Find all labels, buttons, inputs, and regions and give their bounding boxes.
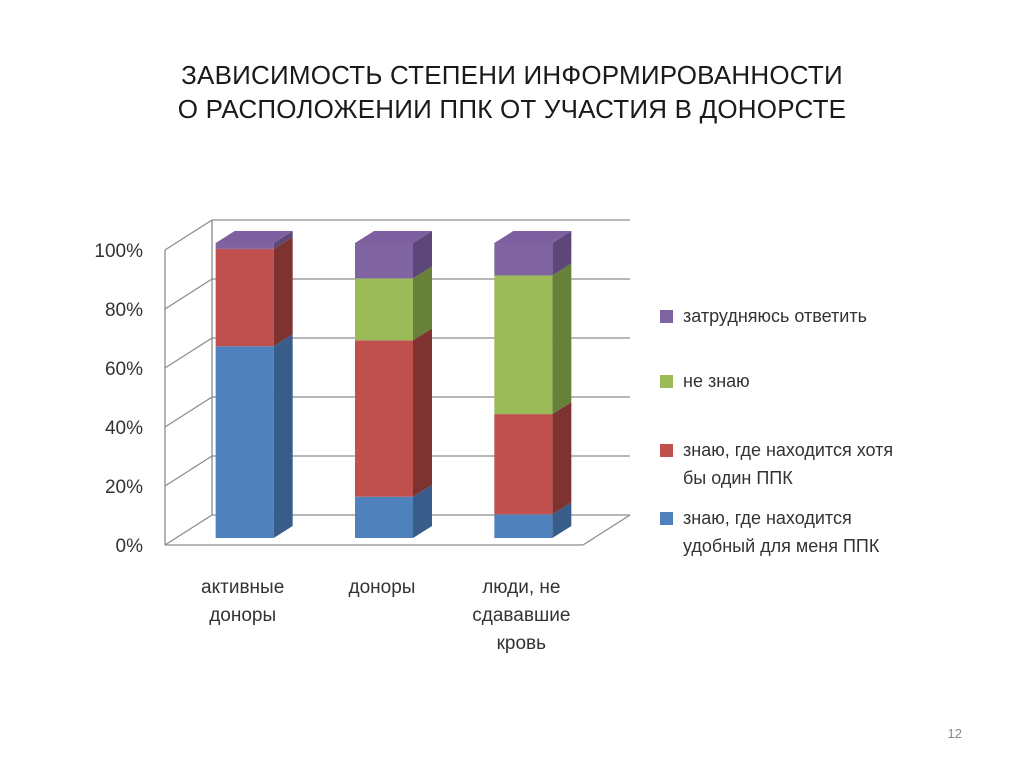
x-category-label-line: доноры (349, 577, 416, 598)
bar-segment-side-c3-s3 (552, 263, 572, 415)
legend-label: знаю, где находится удобный для меня ППК (683, 508, 880, 556)
gridline-diagonal (164, 396, 213, 428)
page-number: 12 (947, 726, 962, 741)
legend-label-line: затрудняюсь ответить (683, 306, 867, 326)
gridline-diagonal (164, 278, 213, 310)
bar-top-cap-c2 (355, 231, 432, 243)
bar-segment-c3-s2 (494, 414, 553, 515)
legend-label-line: знаю, где находится (683, 508, 852, 528)
y-tick-label: 100% (94, 241, 143, 262)
gridline-diagonal (164, 337, 213, 369)
legend-swatch (660, 512, 673, 525)
bar-segment-c2-s1 (355, 496, 413, 538)
x-category-label: доноры (349, 577, 416, 598)
bar-segment-c3-s4 (494, 243, 553, 276)
bar-segment-side-c2-s4 (413, 231, 432, 279)
bar-segment-side-c2-s3 (413, 266, 432, 341)
bar-segment-c3-s3 (494, 275, 553, 415)
y-tick-label: 20% (105, 477, 143, 498)
legend-label-line: знаю, где находится хотя (683, 440, 893, 460)
bar-segment-c1-s1 (215, 346, 274, 538)
y-tick-label: 80% (105, 300, 143, 321)
x-category-label-line: сдававшие (472, 605, 570, 626)
y-tick-label: 0% (116, 536, 144, 557)
gridline-diagonal (164, 514, 213, 546)
legend-label: знаю, где находится хотя бы один ППК (683, 440, 893, 488)
bar-segment-side-c1-s1 (273, 334, 293, 538)
bar-segment-c2-s4 (355, 243, 413, 279)
x-category-label-line: кровь (497, 633, 547, 654)
legend-swatch (660, 444, 673, 457)
bar-segment-side-c3-s2 (552, 402, 572, 515)
bar-segment-c2-s3 (355, 278, 413, 341)
bar-segment-c3-s1 (494, 514, 553, 538)
legend-label-line: удобный для меня ППК (683, 536, 880, 556)
x-category-label: активные доноры (201, 577, 284, 626)
x-category-label-line: активные (201, 577, 284, 598)
legend-label-line: не знаю (683, 371, 750, 391)
bar-segment-c2-s2 (355, 340, 413, 497)
legend-label-line: бы один ППК (683, 468, 793, 488)
legend-swatch (660, 375, 673, 388)
floor-right-edge (582, 514, 631, 546)
slide-title: ЗАВИСИМОСТЬ СТЕПЕНИ ИНФОРМИРОВАННОСТИ О … (0, 58, 1024, 126)
x-category-label-line: люди, не (482, 577, 560, 598)
bar-segment-side-c3-s4 (552, 231, 572, 276)
legend-label: не знаю (683, 371, 750, 391)
legend-swatch (660, 310, 673, 323)
slide-title-line-1: ЗАВИСИМОСТЬ СТЕПЕНИ ИНФОРМИРОВАННОСТИ (181, 60, 843, 90)
gridline-diagonal (164, 455, 213, 487)
bar-segment-side-c1-s2 (273, 236, 293, 347)
bar-segment-c1-s2 (215, 248, 274, 347)
bar-segment-side-c2-s1 (413, 484, 432, 538)
y-tick-label: 60% (105, 359, 143, 380)
x-category-label: люди, не сдававшие кровь (472, 577, 570, 654)
bar-top-cap-c1 (215, 231, 293, 243)
bar-segment-side-c3-s1 (552, 502, 572, 538)
x-category-label-line: доноры (209, 605, 276, 626)
y-tick-label: 40% (105, 418, 143, 439)
bar-segment-side-c2-s2 (413, 328, 432, 497)
bar-top-cap-c3 (494, 231, 572, 243)
slide-title-line-2: О РАСПОЛОЖЕНИИ ППК ОТ УЧАСТИЯ В ДОНОРСТЕ (177, 94, 847, 124)
bar-segment-c1-s4 (215, 243, 274, 249)
bar-segment-side-c1-s4 (273, 231, 293, 249)
gridline-diagonal (164, 219, 213, 251)
legend-label: затрудняюсь ответить (683, 306, 867, 326)
